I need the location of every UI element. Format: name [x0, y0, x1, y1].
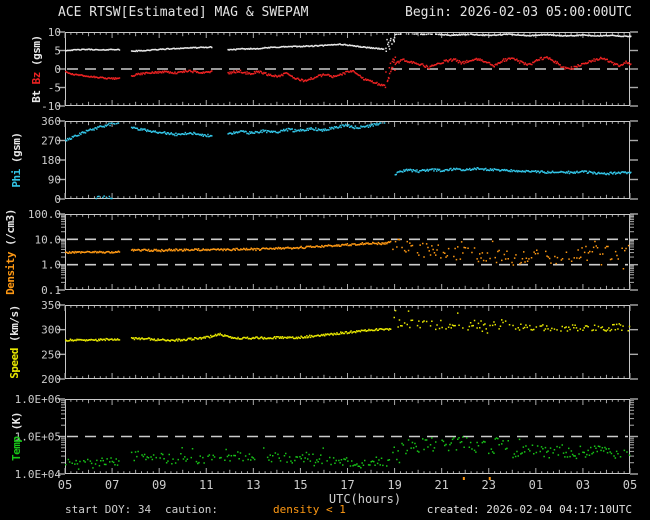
y-tick-label: 250	[41, 348, 61, 361]
caution-mark	[488, 477, 491, 480]
series-bz	[65, 56, 632, 89]
x-tick-label: 15	[293, 478, 307, 492]
x-tick-label: 03	[576, 478, 590, 492]
x-tick-label: 09	[152, 478, 166, 492]
x-tick-label: 19	[387, 478, 401, 492]
x-tick-label: 07	[105, 478, 119, 492]
x-tick-label: 11	[199, 478, 213, 492]
y-axis-label-density: Density (/cm3)	[4, 209, 17, 295]
panel-speed: 350 300 250 200 Speed (km/s)	[8, 299, 638, 386]
x-tick-label: 13	[246, 478, 260, 492]
y-axis-label-phi: Phi (gsm)	[10, 132, 23, 187]
y-tick-label: 10	[48, 26, 61, 39]
y-tick-label: 0	[54, 63, 61, 76]
x-tick-label: 05	[623, 478, 637, 492]
y-tick-label: 180	[41, 154, 61, 167]
series-density	[65, 238, 630, 270]
x-tick-label: 05	[58, 478, 72, 492]
caution-label: caution:	[165, 503, 218, 516]
y-tick-label: 350	[41, 299, 61, 312]
x-tick-label: 17	[340, 478, 354, 492]
y-tick-label: 0.1	[41, 284, 61, 297]
caution-value: density < 1	[273, 503, 346, 516]
y-tick-label: 300	[41, 324, 61, 337]
y-tick-label: 0	[54, 193, 61, 206]
y-tick-label: 5	[54, 45, 61, 58]
y-tick-label: -5	[48, 82, 61, 95]
y-axis-label-temp: Temp (K)	[10, 412, 23, 461]
y-tick-label: 10.0	[35, 233, 62, 246]
series-temp	[65, 436, 631, 470]
panel-phi: 360 270 180 90 0 Phi (gsm)	[10, 115, 638, 206]
y-tick-label: 1.0E+05	[15, 431, 61, 444]
series-bt	[65, 33, 632, 53]
y-axis-label-speed: Speed (km/s)	[8, 305, 21, 378]
y-tick-label: 1.0E+04	[15, 468, 62, 481]
series-phi	[65, 122, 632, 200]
y-tick-label: 200	[41, 373, 61, 386]
panel-temp: 1.0E+06 1.0E+05 1.0E+04 Temp (K)	[10, 393, 638, 481]
begin-timestamp: Begin: 2026-02-03 05:00:00UTC	[405, 5, 632, 20]
x-tick-label: 01	[529, 478, 543, 492]
y-tick-label: 270	[41, 135, 61, 148]
y-tick-label: 100.0	[28, 208, 61, 221]
y-axis-label-bt-bz: Bt Bz (gsm)	[30, 35, 43, 102]
created-timestamp: created: 2026-02-04 04:17:10UTC	[426, 503, 632, 516]
caution-mark	[462, 477, 465, 480]
y-tick-label: -10	[41, 100, 61, 113]
y-tick-label: 1.0	[41, 259, 61, 272]
y-tick-label: 90	[48, 174, 61, 187]
start-doy-label: start DOY: 34	[65, 503, 152, 516]
series-speed	[65, 309, 631, 342]
panel-density: 100.0 10.0 1.0 0.1 Density (/cm3)	[4, 208, 638, 297]
y-tick-label: 1.0E+06	[15, 393, 61, 406]
x-tick-label: 21	[434, 478, 448, 492]
x-axis-label: UTC(hours)	[328, 492, 402, 506]
y-tick-label: 360	[41, 115, 61, 128]
x-tick-label: 23	[482, 478, 496, 492]
plot-title: ACE RTSW[Estimated] MAG & SWEPAM	[58, 5, 309, 20]
